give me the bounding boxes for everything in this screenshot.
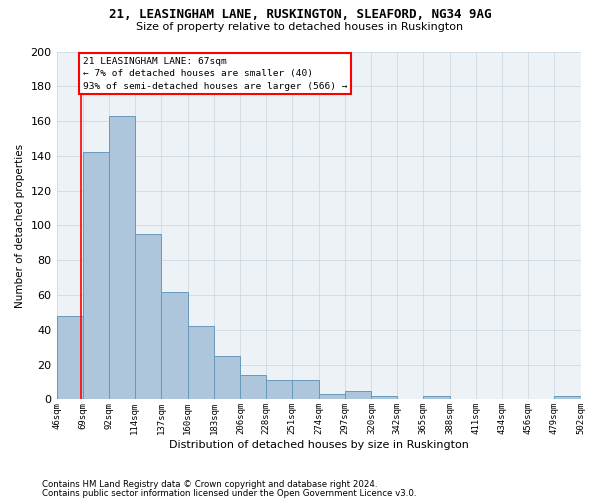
Bar <box>83 152 109 400</box>
Bar <box>554 396 581 400</box>
Bar <box>56 316 83 400</box>
Bar <box>319 394 345 400</box>
Bar <box>345 390 371 400</box>
Bar <box>134 234 161 400</box>
Bar <box>423 396 449 400</box>
Bar <box>161 292 188 400</box>
Bar <box>371 396 397 400</box>
Bar <box>214 356 241 400</box>
Text: Size of property relative to detached houses in Ruskington: Size of property relative to detached ho… <box>136 22 464 32</box>
Y-axis label: Number of detached properties: Number of detached properties <box>15 144 25 308</box>
X-axis label: Distribution of detached houses by size in Ruskington: Distribution of detached houses by size … <box>169 440 469 450</box>
Text: 21, LEASINGHAM LANE, RUSKINGTON, SLEAFORD, NG34 9AG: 21, LEASINGHAM LANE, RUSKINGTON, SLEAFOR… <box>109 8 491 20</box>
Bar <box>188 326 214 400</box>
Bar <box>241 375 266 400</box>
Text: Contains HM Land Registry data © Crown copyright and database right 2024.: Contains HM Land Registry data © Crown c… <box>42 480 377 489</box>
Bar <box>292 380 319 400</box>
Text: 21 LEASINGHAM LANE: 67sqm
← 7% of detached houses are smaller (40)
93% of semi-d: 21 LEASINGHAM LANE: 67sqm ← 7% of detach… <box>83 56 347 90</box>
Text: Contains public sector information licensed under the Open Government Licence v3: Contains public sector information licen… <box>42 488 416 498</box>
Bar <box>109 116 134 400</box>
Bar <box>266 380 292 400</box>
